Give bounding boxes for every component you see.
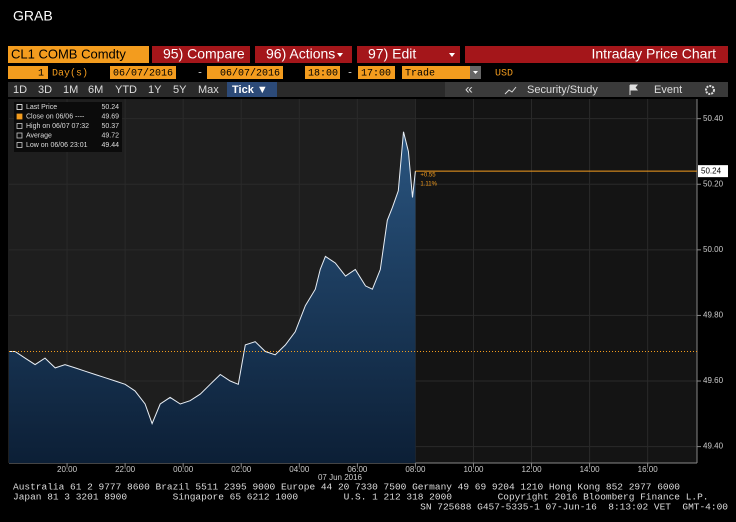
button-label: 97) Edit [368, 46, 416, 62]
y-tick-label: 49.60 [703, 376, 724, 385]
x-tick-label: 04:00 [289, 465, 310, 474]
input[interactable] [110, 66, 176, 79]
title-bar [465, 46, 728, 63]
legend-swatch [16, 132, 23, 139]
change-pct-label: 1.11% [420, 182, 437, 188]
x-tick-label: 02:00 [231, 465, 252, 474]
end-time: 17:00 [361, 69, 391, 80]
dropdown-arrow [473, 71, 478, 74]
range-button[interactable]: Tick ▼ [232, 84, 268, 96]
legend-value: 49.72 [101, 132, 119, 139]
legend-swatch [16, 113, 23, 120]
x-tick-label: 08:00 [405, 465, 426, 474]
x-tick-label: 00:00 [173, 465, 194, 474]
flag-icon [629, 84, 639, 95]
legend [14, 102, 122, 152]
range-button[interactable]: 1D [13, 84, 27, 96]
legend-swatch [16, 142, 23, 148]
dash: - [197, 69, 203, 80]
legend-label: High on 06/07 07:32 [26, 123, 89, 130]
legend-value: 49.69 [101, 113, 119, 120]
input[interactable] [8, 66, 48, 79]
footer-line: Australia 61 2 9777 8600 Brazil 5511 239… [13, 482, 680, 493]
legend-label: Last Price [26, 104, 57, 111]
legend-value: 49.44 [101, 142, 119, 149]
compare-button[interactable] [152, 46, 250, 63]
back-button[interactable]: « [465, 81, 473, 97]
footer-line: Japan 81 3 3201 8900 Singapore 65 6212 1… [13, 492, 709, 503]
footer-line: SN 725688 G457-5335-1 07-Jun-16 8:13:02 … [420, 502, 728, 513]
x-tick-label: 10:00 [463, 465, 484, 474]
legend-value: 50.24 [101, 104, 119, 111]
price-line [9, 131, 416, 425]
x-tick-label: 06:00 [347, 465, 368, 474]
actions-button[interactable] [255, 46, 352, 63]
legend-label: Close on 06/06 ---- [26, 113, 85, 120]
study-button[interactable]: Security/Study [527, 84, 598, 96]
start-date: 06/07/2016 [113, 68, 173, 80]
legend-swatch [16, 123, 23, 129]
study-icon [504, 86, 517, 95]
range-button[interactable]: 1Y [148, 84, 162, 96]
legend-label: Low on 06/06 23:01 [26, 142, 88, 149]
x-tick-label: 20:00 [57, 465, 78, 474]
legend-swatch [16, 104, 23, 110]
range-button[interactable]: 3D [38, 84, 52, 96]
dash: - [347, 69, 353, 80]
x-tick-label: 16:00 [638, 465, 659, 474]
range-button[interactable]: 1M [63, 84, 78, 96]
range-buttons: 1D 3D 1M 6M YTD 1Y 5Y Max Tick ▼ [13, 82, 277, 97]
input[interactable] [402, 66, 470, 79]
edit-button[interactable] [357, 46, 460, 63]
event-button[interactable]: Event [654, 84, 682, 96]
button-label: 95) Compare [163, 46, 245, 62]
x-tick-label: 12:00 [522, 465, 543, 474]
footer: Australia 61 2 9777 8600 Brazil 5511 239… [13, 482, 728, 513]
legend-label: Average [26, 132, 52, 139]
y-tick-label: 49.80 [703, 311, 724, 320]
button-label: 96) Actions [266, 46, 335, 62]
security-box[interactable] [8, 46, 149, 63]
y-tick-label: 50.20 [703, 179, 724, 188]
unit: Day(s) [52, 68, 88, 80]
range-selected[interactable] [227, 82, 277, 97]
range-button[interactable]: 6M [88, 84, 103, 96]
range-button[interactable]: 5Y [173, 84, 187, 96]
input[interactable] [358, 66, 395, 79]
area [9, 131, 416, 464]
start-time: 18:00 [308, 69, 338, 80]
y-tick-label: 50.00 [703, 245, 724, 254]
y-tick-label: 50.40 [703, 114, 724, 123]
range-button[interactable]: Max [198, 84, 219, 96]
x-tick-label: 22:00 [115, 465, 136, 474]
input[interactable] [305, 66, 340, 79]
last-price-box [698, 165, 728, 178]
legend-entries: Last Price 50.24 Close on 06/06 ---- 49.69 H… [16, 104, 119, 149]
chart: 49.40 49.60 49.80 50.00 50.20 50.40 20:00 22:00… [9, 99, 728, 482]
security: CL1 COMB Comdty [11, 46, 126, 61]
input[interactable] [207, 66, 283, 79]
app-title: GRAB [13, 8, 53, 24]
currency: USD [495, 69, 513, 80]
dropdown-arrow [337, 53, 343, 57]
last-price-label: 50.24 [701, 166, 722, 175]
range-button[interactable]: YTD [115, 84, 137, 96]
dropdown-arrow [449, 53, 455, 57]
x-tick-label: 14:00 [580, 465, 601, 474]
end-date: 06/07/2016 [220, 68, 280, 80]
period: 1 [38, 69, 44, 80]
chart-name: Intraday Price Chart [592, 46, 717, 62]
field: Trade [405, 68, 435, 80]
settings-icon[interactable] [705, 85, 715, 95]
y-tick-label: 49.40 [703, 442, 724, 451]
change-label: +0.55 [420, 173, 436, 179]
date-label: 07 Jun 2016 [318, 473, 363, 482]
legend-value: 50.37 [101, 123, 119, 130]
tools-bar [445, 82, 728, 97]
